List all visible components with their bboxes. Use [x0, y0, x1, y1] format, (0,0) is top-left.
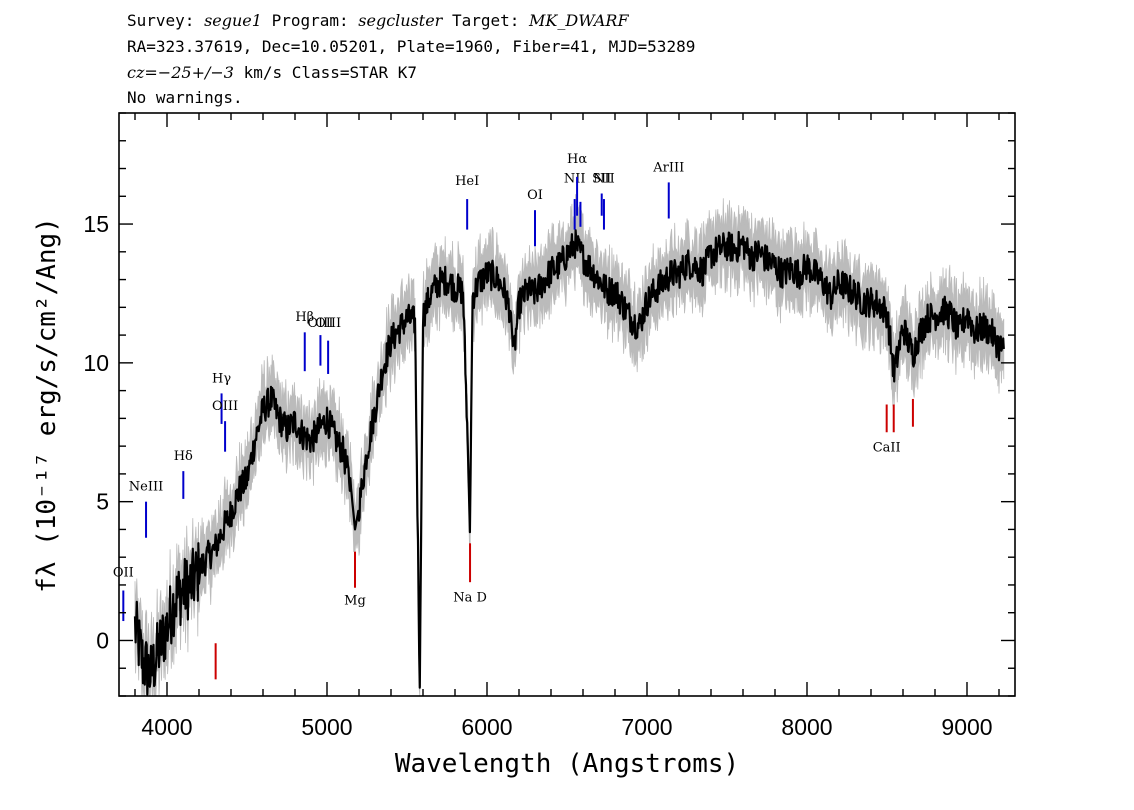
x-tick-label: 6000 [461, 714, 512, 740]
absorption-line-label: Mg [344, 593, 366, 608]
program-value: segcluster [358, 11, 443, 30]
absorption-line-label: CaII [873, 441, 901, 456]
flux-line [133, 229, 1005, 696]
emission-line-label: NeIII [129, 480, 163, 495]
redshift-value: cz=−25+/−3 [127, 63, 234, 82]
x-tick-label: 5000 [301, 714, 352, 740]
emission-line-label: OI [527, 188, 543, 203]
emission-line-label: NII [593, 171, 615, 186]
survey-value: segue1 [204, 11, 262, 30]
x-tick-label: 8000 [781, 714, 832, 740]
emission-line-label: Hγ [212, 371, 231, 386]
x-axis-title: Wavelength (Angstroms) [395, 749, 739, 779]
header-line-2: RA=323.37619, Dec=10.05201, Plate=1960, … [127, 37, 696, 56]
header-line-1: Survey: segue1 Program: segcluster Targe… [127, 12, 629, 30]
emission-line-label: ArIII [652, 160, 684, 175]
plot-frame [118, 112, 1016, 697]
emission-line-label: OIII [307, 316, 333, 331]
absorption-line-label: Na D [453, 591, 487, 606]
survey-label: Survey: [127, 11, 205, 30]
emission-line-label: Hα [567, 152, 587, 167]
y-tick-label: 10 [83, 350, 109, 376]
target-label: Target: [442, 11, 530, 30]
y-axis-title: fλ (10⁻¹⁷ erg/s/cm²/Ang) [32, 217, 62, 593]
y-tick-label: 5 [96, 489, 109, 515]
emission-line-label: OIII [212, 399, 238, 414]
emission-line-label: Hδ [174, 449, 193, 464]
emission-line-label: HeI [455, 174, 479, 189]
emission-line-label: OII [113, 566, 134, 581]
header-line-3: cz=−25+/−3 km/s Class=STAR K7 [127, 64, 417, 82]
x-tick-label: 7000 [621, 714, 672, 740]
emission-line-label: Hβ [295, 310, 314, 325]
class-text: km/s Class=STAR K7 [233, 63, 417, 82]
x-tick-label: 9000 [941, 714, 992, 740]
x-tick-label: 4000 [141, 714, 192, 740]
flux-group [133, 229, 1005, 696]
emission-line-label: NII [564, 171, 586, 186]
axes-group: 4000 5000 6000 7000 8000 9000 0 5 10 15 [83, 112, 1016, 740]
header-line-4: No warnings. [127, 88, 243, 107]
y-tick-label: 0 [96, 627, 109, 653]
program-label: Program: [261, 11, 359, 30]
target-value: MK_DWARF [529, 11, 629, 30]
emission-line-label: OIII [315, 316, 341, 331]
emission-line-label: SII [592, 171, 611, 186]
y-tick-label: 15 [83, 211, 109, 237]
spectral-lines-group: OIINeIIIHδHγOIIIHβOIIIOIIIHeIOINIIHαSIIN… [113, 152, 914, 680]
